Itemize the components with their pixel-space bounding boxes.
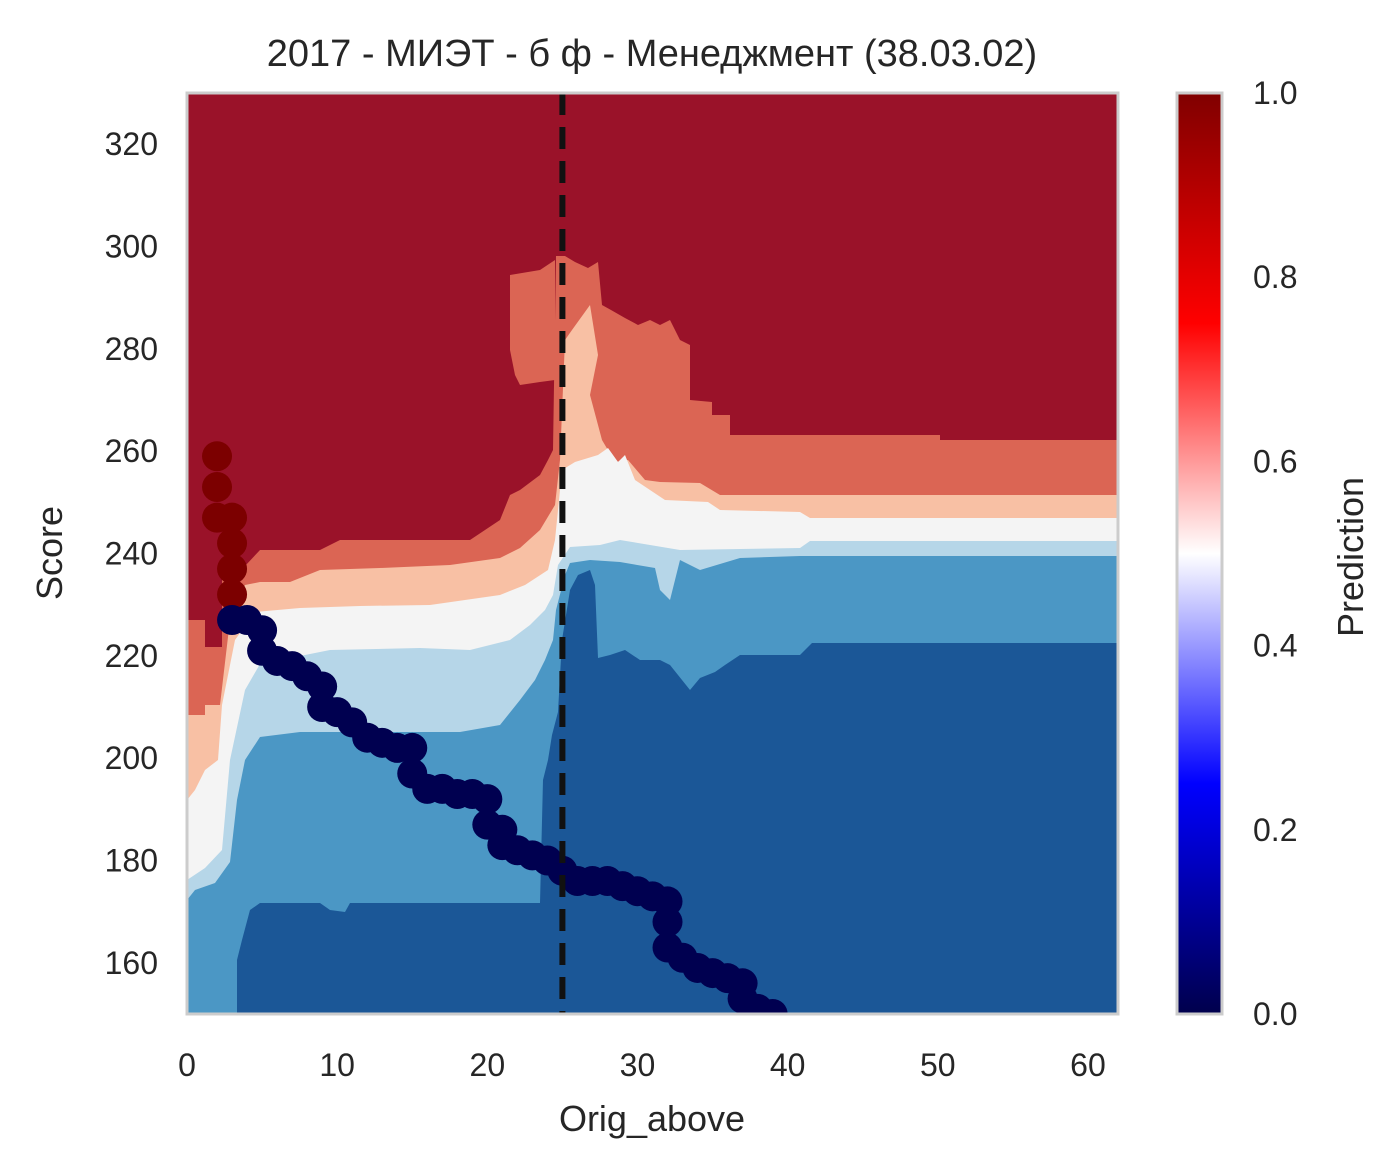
- scatter-point: [217, 553, 248, 584]
- scatter-point: [472, 784, 503, 815]
- plot-frame: [185, 91, 1120, 1016]
- colorbar-tick-label: 0.0: [1253, 996, 1297, 1032]
- x-tick-label: 40: [770, 1047, 806, 1083]
- chart-title: 2017 - МИЭТ - б ф - Менеджмент (38.03.02…: [267, 33, 1037, 75]
- x-axis-label: Orig_above: [559, 1098, 745, 1139]
- x-tick-label: 50: [920, 1047, 956, 1083]
- y-axis-label: Score: [29, 506, 70, 600]
- colorbar-ticks: 0.0 0.2 0.4 0.6 0.8 1.0: [1253, 75, 1297, 1032]
- scatter-point: [757, 999, 788, 1014]
- scatter-point: [217, 528, 248, 559]
- y-tick-label: 160: [105, 945, 158, 981]
- colorbar-label: Prediction: [1330, 477, 1371, 637]
- colorbar-tick-label: 0.8: [1253, 259, 1297, 295]
- y-tick-label: 320: [105, 126, 158, 162]
- scatter-point: [217, 502, 248, 533]
- plot-area: [187, 93, 1118, 1014]
- contour-level-low: [187, 570, 1118, 1014]
- y-tick-label: 260: [105, 433, 158, 469]
- scatter-point: [397, 732, 428, 763]
- y-tick-label: 200: [105, 740, 158, 776]
- y-tick-label: 220: [105, 638, 158, 674]
- x-tick-label: 0: [178, 1047, 196, 1083]
- scatter-point: [202, 441, 233, 472]
- x-tick-label: 20: [470, 1047, 506, 1083]
- colorbar-tick-label: 0.6: [1253, 443, 1297, 479]
- colorbar-gradient: [1175, 91, 1224, 1016]
- contour-level-mid-high-lobe: [510, 260, 555, 385]
- scatter-points: [202, 441, 788, 1014]
- colorbar: 0.0 0.2 0.4 0.6 0.8 1.0 Prediction: [1175, 75, 1371, 1032]
- scatter-point: [202, 471, 233, 502]
- colorbar-tick-label: 0.4: [1253, 628, 1297, 664]
- y-axis-ticks: 160 180 200 220 240 260 280 300 320: [105, 126, 158, 981]
- x-tick-label: 60: [1070, 1047, 1106, 1083]
- x-tick-label: 10: [319, 1047, 355, 1083]
- y-tick-label: 240: [105, 536, 158, 572]
- colorbar-tick-label: 1.0: [1253, 75, 1297, 111]
- x-axis-ticks: 0 10 20 30 40 50 60: [178, 1047, 1106, 1083]
- y-tick-label: 280: [105, 331, 158, 367]
- y-tick-label: 300: [105, 229, 158, 265]
- y-tick-label: 180: [105, 843, 158, 879]
- colorbar-tick-label: 0.2: [1253, 812, 1297, 848]
- scatter-point: [217, 579, 248, 610]
- x-tick-label: 30: [620, 1047, 656, 1083]
- scatter-point: [652, 906, 683, 937]
